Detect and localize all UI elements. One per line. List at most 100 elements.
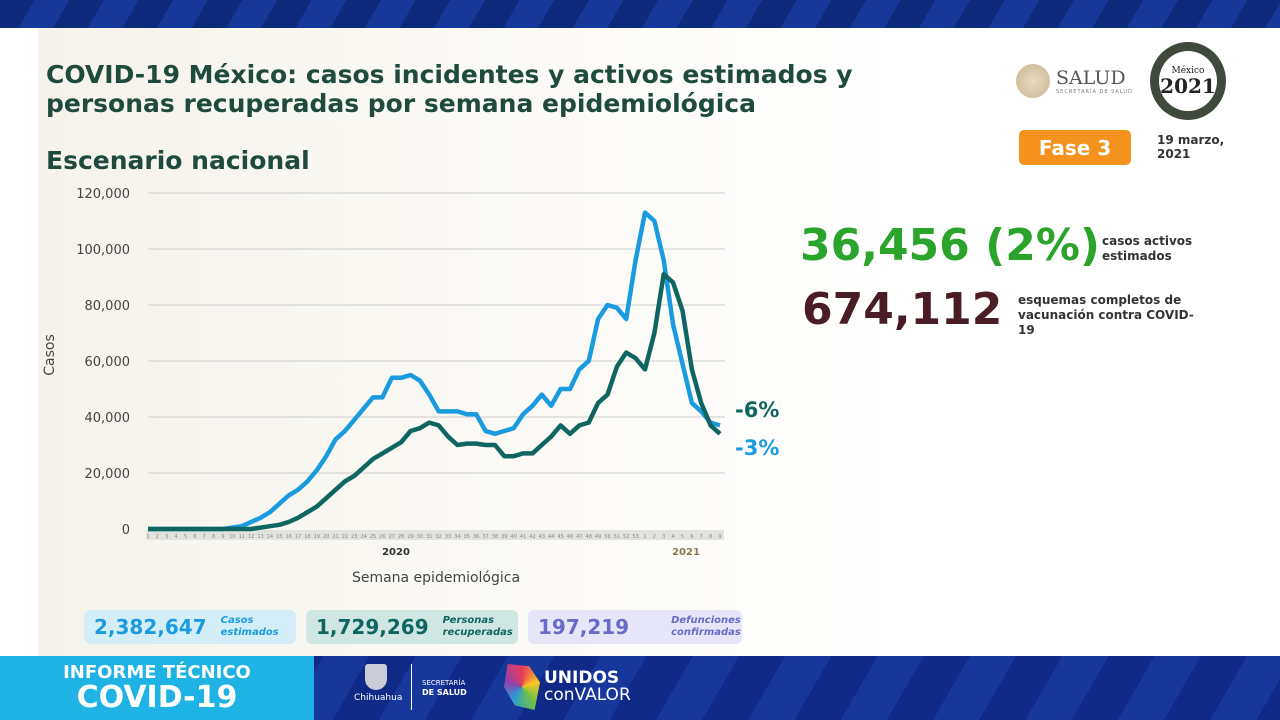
x-tick-label: 38 bbox=[492, 534, 498, 540]
vaccination-label: esquemas completos de vacunación contra … bbox=[1018, 293, 1194, 337]
y-tick-label: 80,000 bbox=[85, 299, 131, 314]
page-title: COVID-19 México: casos incidentes y acti… bbox=[46, 60, 853, 118]
x-tick-label: 52 bbox=[623, 534, 629, 540]
sec-line1: SECRETARÍA bbox=[422, 679, 466, 687]
y-tick-label: 100,000 bbox=[76, 243, 130, 258]
x-tick-label: 18 bbox=[304, 534, 310, 540]
footer-banner: INFORME TÉCNICO COVID-19 Chihuahua SECRE… bbox=[0, 656, 1280, 720]
seal-icon bbox=[1016, 64, 1050, 98]
unidos-line2: conVALOR bbox=[544, 685, 631, 705]
unidos-line1: UNIDOS bbox=[544, 668, 620, 688]
line-chart: 0 20,000 40,000 60,000 80,000 100,000 120,000 1… bbox=[42, 187, 779, 586]
chihuahua-logo: Chihuahua bbox=[354, 664, 402, 703]
x-tick-label: 1 bbox=[146, 534, 149, 540]
x-tick-label: 15 bbox=[276, 534, 282, 540]
x-tick-label: 13 bbox=[257, 534, 263, 540]
stat-value: 1,729,269 bbox=[316, 615, 429, 639]
x-tick-label: 44 bbox=[548, 534, 554, 540]
unidos-logo: UNIDOS conVALOR bbox=[504, 664, 631, 710]
x-tick-label: 37 bbox=[482, 534, 488, 540]
state-map-icon bbox=[504, 664, 540, 710]
x-tick-label: 21 bbox=[332, 534, 338, 540]
x-tick-label: 22 bbox=[342, 534, 348, 540]
x-tick-label: 34 bbox=[454, 534, 460, 540]
x-tick-label: 23 bbox=[351, 534, 357, 540]
stat-value: 2,382,647 bbox=[94, 615, 207, 639]
salud-logo-text: SALUD bbox=[1056, 67, 1126, 89]
x-tick-label: 35 bbox=[464, 534, 470, 540]
x-tick-label: 27 bbox=[389, 534, 395, 540]
stat-value: 197,219 bbox=[538, 615, 630, 639]
x-tick-label: 11 bbox=[239, 534, 245, 540]
top-banner bbox=[0, 0, 1280, 28]
salud-logo: SALUD SECRETARÍA DE SALUD bbox=[1016, 64, 1133, 98]
x-tick-label: 28 bbox=[398, 534, 404, 540]
x-tick-label: 5 bbox=[184, 534, 187, 540]
x-tick-label: 29 bbox=[407, 534, 413, 540]
x-tick-label: 19 bbox=[314, 534, 320, 540]
x-tick-label: 50 bbox=[604, 534, 610, 540]
x-tick-label: 53 bbox=[632, 534, 638, 540]
x-tick-label: 4 bbox=[175, 534, 178, 540]
x-tick-label: 9 bbox=[221, 534, 224, 540]
series-line bbox=[148, 210, 721, 532]
x-tick-label: 3 bbox=[662, 534, 665, 540]
stat-label: Defunciones confirmadas bbox=[671, 615, 741, 638]
footer-line1: INFORME TÉCNICO bbox=[63, 662, 251, 683]
x-tick-label: 40 bbox=[511, 534, 517, 540]
x-tick-label: 2 bbox=[156, 534, 159, 540]
stat-label: Personas recuperadas bbox=[442, 615, 513, 638]
y-tick-label: 40,000 bbox=[85, 411, 131, 426]
mexico-2021-logo: México 2021 bbox=[1150, 42, 1226, 120]
report-title-block: INFORME TÉCNICO COVID-19 bbox=[0, 656, 314, 720]
x-tick-label: 7 bbox=[700, 534, 703, 540]
x-tick-label: 2 bbox=[653, 534, 656, 540]
divider bbox=[411, 664, 412, 710]
x-tick-label: 4 bbox=[672, 534, 675, 540]
x-tick-label: 45 bbox=[557, 534, 563, 540]
stat-recovered: 1,729,269 Personas recuperadas bbox=[306, 610, 518, 644]
year-label-2020: 2020 bbox=[382, 547, 410, 558]
x-tick-label: 6 bbox=[690, 534, 693, 540]
x-tick-label: 36 bbox=[473, 534, 479, 540]
x-tick-label: 10 bbox=[229, 534, 235, 540]
series-end-label: -6% bbox=[735, 398, 779, 422]
x-tick-label: 43 bbox=[539, 534, 545, 540]
x-tick-label: 41 bbox=[520, 534, 526, 540]
x-tick-label: 17 bbox=[295, 534, 301, 540]
x-tick-label: 6 bbox=[193, 534, 196, 540]
x-tick-label: 24 bbox=[360, 534, 366, 540]
page-subtitle: Escenario nacional bbox=[46, 146, 310, 175]
series-end-label: -3% bbox=[735, 436, 779, 460]
x-axis-label: Semana epidemiológica bbox=[352, 570, 520, 586]
x-tick-label: 42 bbox=[529, 534, 535, 540]
x-tick-label: 8 bbox=[709, 534, 712, 540]
secretaria-logo: SECRETARÍA DE SALUD bbox=[422, 678, 467, 698]
x-tick-label: 3 bbox=[165, 534, 168, 540]
active-cases-value: 36,456 (2%) bbox=[800, 220, 1101, 271]
x-tick-label: 20 bbox=[323, 534, 329, 540]
x-tick-label: 9 bbox=[718, 534, 721, 540]
x-tick-label: 32 bbox=[436, 534, 442, 540]
y-tick-label: 20,000 bbox=[85, 467, 131, 482]
x-tick-label: 25 bbox=[370, 534, 376, 540]
x-tick-label: 14 bbox=[267, 534, 273, 540]
x-axis-band bbox=[146, 530, 724, 540]
x-tick-label: 30 bbox=[417, 534, 423, 540]
stat-deaths: 197,219 Defunciones confirmadas bbox=[528, 610, 742, 644]
footer-line2: COVID-19 bbox=[76, 680, 238, 715]
x-tick-label: 1 bbox=[643, 534, 646, 540]
y-axis-label: Casos bbox=[42, 334, 58, 376]
series-line bbox=[148, 271, 722, 532]
x-tick-label: 46 bbox=[567, 534, 573, 540]
x-tick-label: 26 bbox=[379, 534, 385, 540]
x-tick-label: 5 bbox=[681, 534, 684, 540]
stat-estimated-cases: 2,382,647 Casos estimados bbox=[84, 610, 296, 644]
x-tick-label: 16 bbox=[285, 534, 291, 540]
x-tick-label: 33 bbox=[445, 534, 451, 540]
x-tick-label: 8 bbox=[212, 534, 215, 540]
sec-line2: DE SALUD bbox=[422, 688, 467, 697]
x-tick-label: 7 bbox=[203, 534, 206, 540]
phase-badge: Fase 3 bbox=[1019, 130, 1131, 165]
x-tick-label: 12 bbox=[248, 534, 254, 540]
